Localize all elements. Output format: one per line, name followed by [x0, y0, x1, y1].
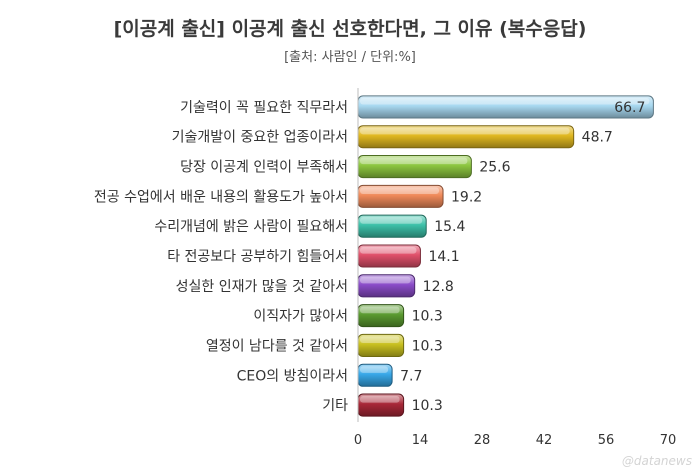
x-tick-label-1: 14: [412, 433, 429, 448]
value-label-9: 7.7: [400, 368, 422, 384]
bar-gloss-4: [360, 217, 423, 224]
bar-gloss-10: [360, 396, 400, 403]
x-tick-label-0: 0: [354, 433, 362, 448]
value-label-4: 15.4: [434, 219, 465, 235]
bar-gloss-1: [360, 127, 570, 135]
x-tick-label-4: 56: [598, 433, 615, 448]
category-label-0: 기술력이 꼭 필요한 직무라서: [180, 100, 348, 116]
bar-gloss-9: [360, 366, 389, 373]
x-tick-label-3: 42: [536, 433, 553, 448]
watermark: @datanews: [621, 454, 692, 468]
source-note: [출처: 사람인 / 단위:%]: [284, 50, 416, 65]
value-label-8: 10.3: [412, 338, 443, 354]
category-label-9: CEO의 방침이라서: [237, 368, 348, 384]
bar-gloss-2: [360, 157, 468, 165]
category-label-6: 성실한 인재가 많을 것 같아서: [176, 279, 348, 295]
bar-gloss-8: [360, 336, 400, 344]
category-label-2: 당장 이공계 인력이 부족해서: [180, 160, 348, 176]
category-label-8: 열정이 남다를 것 같아서: [206, 338, 348, 354]
value-label-3: 19.2: [451, 189, 482, 205]
category-label-7: 이직자가 많아서: [253, 309, 348, 325]
bar-gloss-6: [360, 276, 411, 284]
bar-gloss-7: [360, 306, 400, 314]
category-label-1: 기술개발이 중요한 업종이라서: [172, 130, 348, 146]
category-label-10: 기타: [322, 398, 348, 414]
category-label-5: 타 전공보다 공부하기 힘들어서: [167, 249, 348, 265]
bar-gloss-0: [360, 97, 650, 105]
category-label-3: 전공 수업에서 배운 내용의 활용도가 높아서: [94, 189, 348, 205]
value-label-5: 14.1: [428, 249, 459, 265]
chart-title: [이공계 출신] 이공계 출신 선호한다면, 그 이유 (복수응답): [113, 18, 587, 40]
value-label-0: 66.7: [614, 100, 645, 116]
category-label-4: 수리개념에 밝은 사람이 필요해서: [154, 219, 348, 235]
x-tick-label-2: 28: [474, 433, 491, 448]
value-label-10: 10.3: [412, 398, 443, 414]
value-label-6: 12.8: [423, 279, 454, 295]
x-tick-label-5: 70: [660, 433, 677, 448]
bar-gloss-5: [360, 246, 417, 254]
value-label-1: 48.7: [582, 130, 613, 146]
value-label-2: 25.6: [479, 160, 510, 176]
bar-gloss-3: [360, 187, 440, 194]
value-label-7: 10.3: [412, 309, 443, 325]
